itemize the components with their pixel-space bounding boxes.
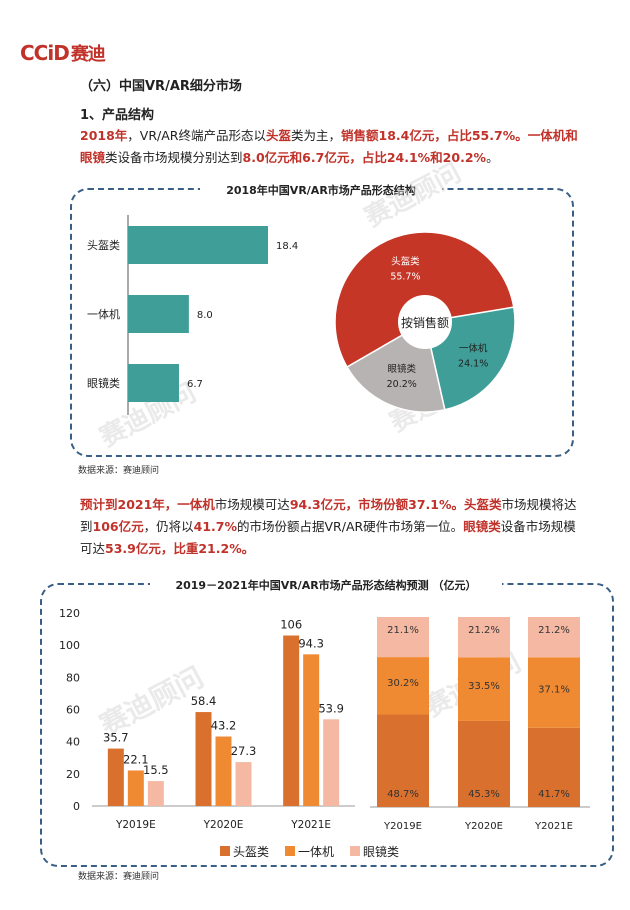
x-tick-label: Y2019E bbox=[383, 821, 422, 832]
stacked-bar-segment bbox=[458, 617, 510, 658]
data-label: 27.3 bbox=[231, 744, 257, 758]
legend-label: 一体机 bbox=[298, 845, 334, 859]
paragraph-1: 2018年，VR/AR终端产品形态以头盔类为主，销售额18.4亿元，占比55.7… bbox=[80, 128, 578, 165]
category-label: 头盔类 bbox=[87, 238, 120, 252]
category-label: 一体机 bbox=[87, 307, 120, 321]
data-label: 94.3 bbox=[298, 636, 324, 650]
bar bbox=[215, 736, 232, 806]
legend-swatch bbox=[220, 846, 230, 856]
bar bbox=[303, 654, 320, 806]
bar bbox=[323, 719, 340, 806]
legend-label: 眼镜类 bbox=[363, 844, 399, 859]
stacked-bar-segment bbox=[458, 720, 510, 807]
data-label: 43.2 bbox=[211, 719, 237, 733]
stacked-bar-segment bbox=[528, 727, 580, 807]
x-tick-label: Y2020E bbox=[464, 821, 503, 832]
y-tick-label: 100 bbox=[59, 639, 80, 652]
data-label: 41.7% bbox=[538, 789, 570, 800]
bar bbox=[235, 762, 252, 806]
data-label: 15.5 bbox=[143, 763, 169, 777]
data-label: 48.7% bbox=[387, 789, 419, 800]
data-label: 53.9 bbox=[318, 701, 344, 715]
slice-value: 20.2% bbox=[387, 379, 417, 390]
y-tick-label: 40 bbox=[66, 736, 80, 749]
slice-value: 55.7% bbox=[390, 271, 420, 282]
bar bbox=[128, 295, 189, 333]
donut-hole bbox=[398, 295, 452, 349]
data-label: 6.7 bbox=[187, 379, 203, 390]
bar bbox=[195, 712, 212, 806]
data-label: 21.2% bbox=[468, 625, 500, 636]
slice-name: 一体机 bbox=[459, 342, 488, 354]
y-tick-label: 20 bbox=[66, 768, 80, 781]
bar bbox=[127, 770, 144, 806]
stacked-bar-segment bbox=[528, 657, 580, 728]
data-label: 58.4 bbox=[191, 694, 217, 708]
sub-title: 1、产品结构 bbox=[80, 108, 155, 123]
x-tick-label: Y2021E bbox=[290, 819, 331, 831]
y-tick-label: 0 bbox=[73, 800, 80, 813]
slice-name: 眼镜类 bbox=[387, 363, 416, 375]
slice-name: 头盔类 bbox=[391, 255, 420, 267]
source-note-2: 数据来源：赛迪顾问 bbox=[78, 872, 160, 882]
bar bbox=[128, 226, 268, 264]
data-label: 18.4 bbox=[276, 241, 298, 252]
pie-center-label: 按销售额 bbox=[401, 315, 449, 330]
legend-label: 头盔类 bbox=[233, 844, 269, 859]
data-label: 45.3% bbox=[468, 789, 500, 800]
bar bbox=[107, 748, 124, 806]
y-tick-label: 80 bbox=[66, 671, 80, 684]
chart1-title: 2018年中国VR/AR市场产品形态结构 bbox=[200, 182, 442, 198]
paragraph-2: 预计到2021年，一体机市场规模可达94.3亿元，市场份额37.1%。头盔类市场… bbox=[80, 497, 577, 556]
bar bbox=[147, 781, 164, 806]
bar bbox=[283, 635, 300, 806]
x-tick-label: Y2019E bbox=[115, 819, 156, 831]
data-label: 33.5% bbox=[468, 681, 500, 692]
stacked-bar-segment bbox=[377, 714, 429, 807]
slice-value: 24.1% bbox=[458, 358, 488, 369]
data-label: 22.1 bbox=[123, 752, 149, 766]
data-label: 106 bbox=[280, 618, 302, 632]
chart1-svg: 头盔类 18.4 一体机 8.0 眼镜类 6.7 按销售额 头盔类 55.7% 一体机 24.1%… bbox=[87, 215, 516, 415]
data-label: 35.7 bbox=[103, 731, 129, 745]
stacked-bar-segment bbox=[377, 617, 429, 658]
data-label: 37.1% bbox=[538, 685, 570, 696]
stacked-bar-segment bbox=[377, 657, 429, 715]
bar bbox=[128, 364, 179, 402]
data-label: 21.1% bbox=[387, 625, 419, 636]
section-title: （六）中国VR/AR细分市场 bbox=[80, 79, 242, 94]
y-tick-label: 120 bbox=[59, 607, 80, 620]
legend-swatch bbox=[285, 846, 295, 856]
category-label: 眼镜类 bbox=[87, 376, 120, 390]
chart2-title: 2019－2021年中国VR/AR市场产品形态结构预测 （亿元） bbox=[150, 577, 502, 593]
stacked-bar-segment bbox=[458, 657, 510, 721]
data-label: 30.2% bbox=[387, 678, 419, 689]
data-label: 21.2% bbox=[538, 625, 570, 636]
legend-swatch bbox=[350, 846, 360, 856]
stacked-bar-segment bbox=[528, 617, 580, 658]
chart2-svg: 0 20 40 60 80 100 120 35.7 22.115.5 Y2019E 58.4 43.… bbox=[59, 607, 590, 859]
source-note-1: 数据来源：赛迪顾问 bbox=[78, 466, 160, 476]
x-tick-label: Y2021E bbox=[534, 821, 573, 832]
y-tick-label: 60 bbox=[66, 704, 80, 717]
x-tick-label: Y2020E bbox=[203, 819, 244, 831]
data-label: 8.0 bbox=[197, 310, 213, 321]
ccid-logo: CCiD 赛迪 bbox=[20, 41, 106, 65]
